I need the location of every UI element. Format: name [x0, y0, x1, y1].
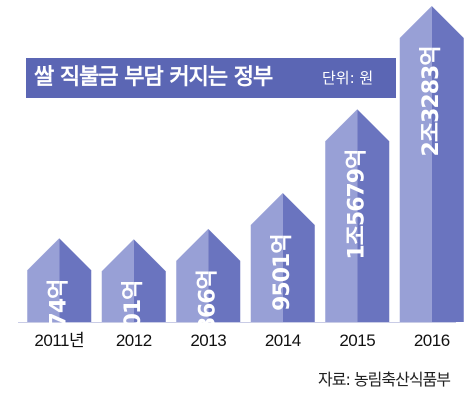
category-label: 2015	[339, 331, 375, 350]
category-label: 2013	[190, 331, 226, 350]
bar-arrow	[176, 228, 241, 322]
category-label: 2011년	[34, 331, 84, 350]
title-bar	[26, 58, 396, 98]
bar-right-face	[59, 238, 92, 322]
bar-left-face	[176, 228, 209, 322]
value-label: 6866억	[196, 270, 221, 346]
bar-arrow	[399, 6, 464, 322]
value-label: 6174억	[47, 280, 72, 356]
category-label: 2014	[265, 331, 301, 350]
category-label: 2012	[116, 331, 152, 350]
bar-left-face	[101, 239, 134, 322]
bar-left-face	[399, 6, 432, 322]
value-label: 1조5679억	[345, 150, 370, 260]
bar-left-face	[27, 238, 60, 322]
value-label: 2조3283억	[419, 46, 444, 156]
bar-right-face	[133, 239, 166, 322]
value-label: 9501억	[270, 234, 295, 310]
bar-right-face	[282, 193, 315, 322]
chart-title: 쌀 직불금 부담 커지는 정부	[34, 65, 273, 90]
bar-arrow	[250, 193, 315, 322]
category-label: 2016	[414, 331, 450, 350]
bar-arrow	[325, 109, 390, 322]
bar-arrow	[27, 238, 92, 322]
bar-right-face	[431, 6, 464, 322]
source-note: 자료: 농림축산식품부	[318, 370, 451, 389]
bar-left-face	[325, 109, 358, 322]
value-label: 6101억	[121, 281, 146, 357]
bar-arrow	[101, 239, 166, 322]
bar-left-face	[250, 193, 283, 322]
bar-right-face	[208, 228, 241, 322]
bar-right-face	[357, 109, 390, 322]
unit-label: 단위: 원	[322, 69, 374, 87]
